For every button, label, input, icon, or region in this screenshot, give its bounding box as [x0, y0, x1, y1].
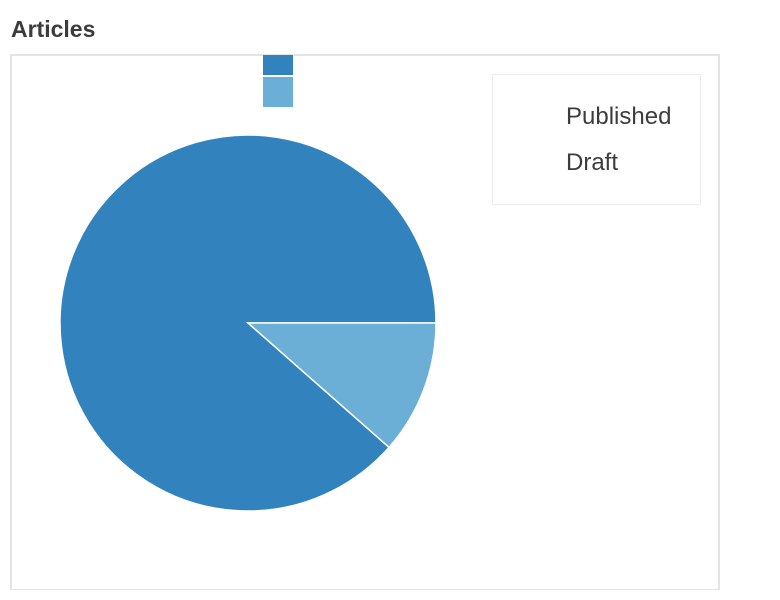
pie-slice-draft[interactable] — [246, 322, 437, 449]
legend-label-draft: Draft — [566, 149, 619, 176]
legend-label-published: Published — [566, 103, 672, 130]
legend: Published Draft — [492, 74, 701, 205]
chart-panel — [10, 54, 720, 590]
chart-title: Articles — [11, 16, 96, 42]
legend-swatch-published — [263, 55, 293, 75]
legend-swatch-draft — [263, 77, 293, 107]
